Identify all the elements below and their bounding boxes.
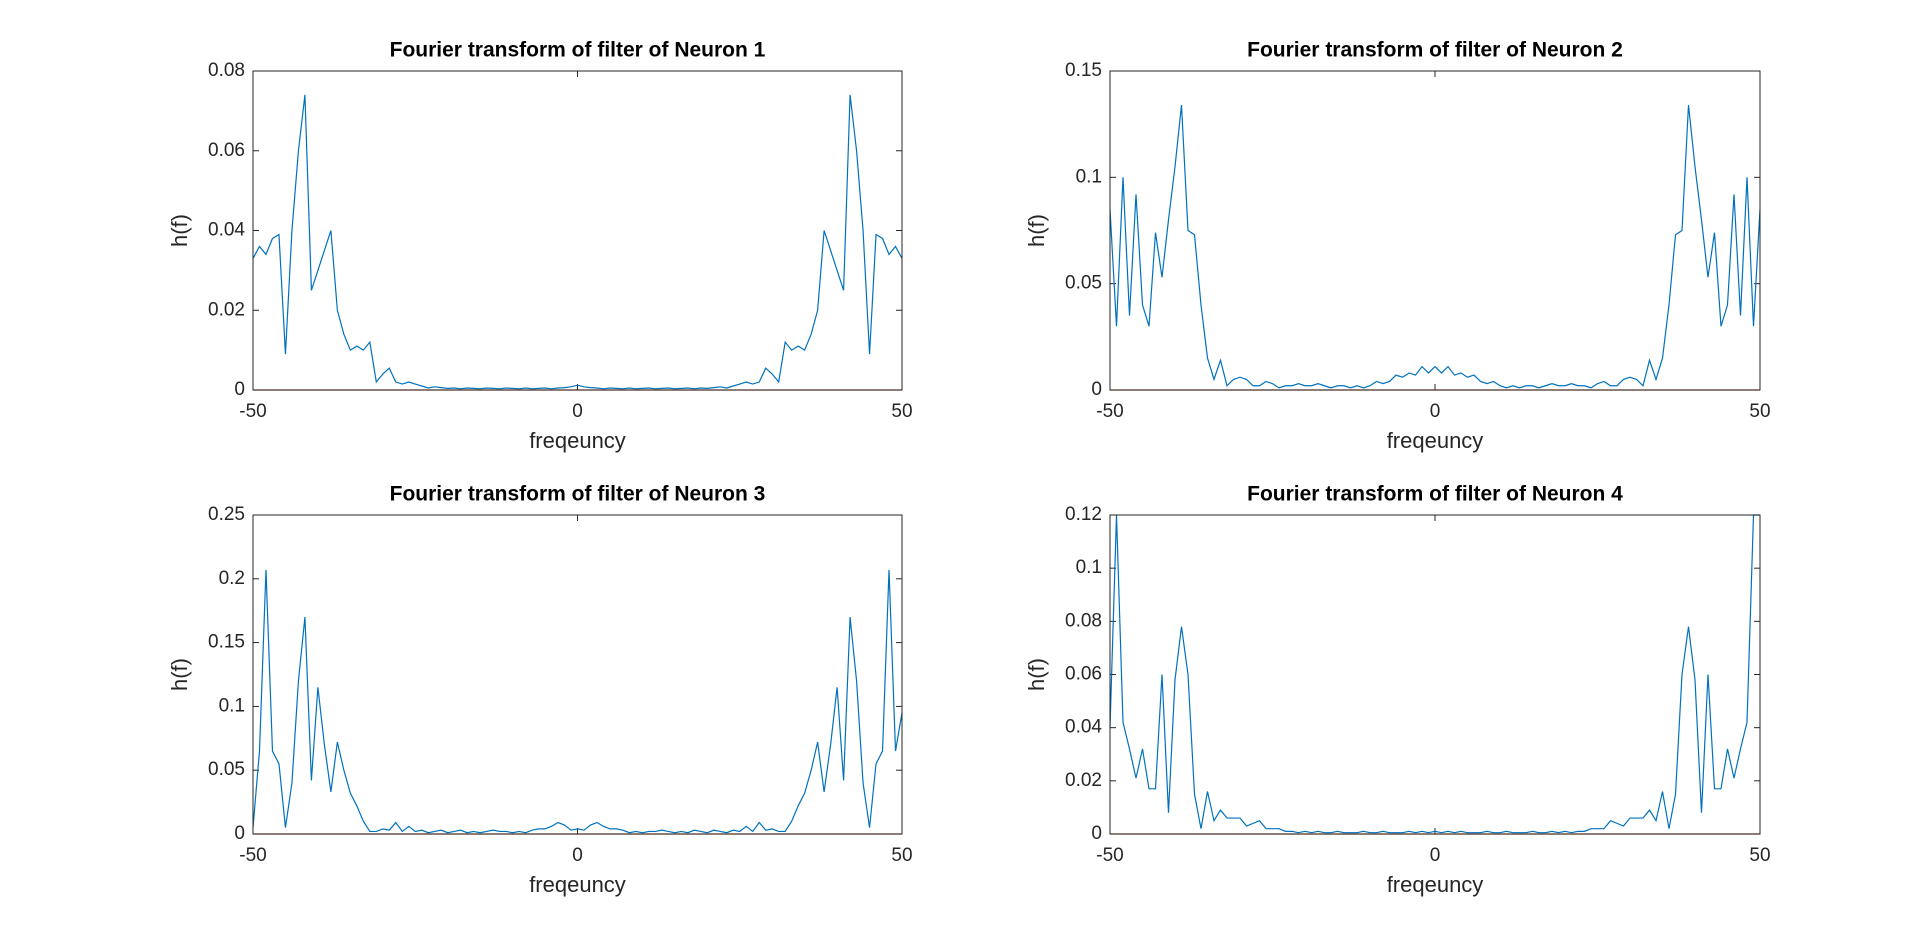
subplot-title: Fourier transform of filter of Neuron 1 <box>390 39 766 62</box>
y-tick-label: 0.1 <box>1076 557 1102 578</box>
axes-box <box>1109 70 1761 391</box>
y-tick-label: 0.06 <box>208 140 245 161</box>
axes-box <box>252 514 903 835</box>
axes-box <box>252 70 903 391</box>
y-tick-label: 0.04 <box>1065 717 1102 738</box>
y-tick-label: 0 <box>234 823 245 844</box>
y-tick-label: 0.12 <box>1065 504 1102 525</box>
y-tick-label: 0.04 <box>208 220 245 241</box>
axes-background <box>253 71 902 390</box>
y-tick-label: 0 <box>234 379 245 400</box>
y-tick-label: 0 <box>1091 823 1102 844</box>
x-tick-label: 0 <box>1430 401 1441 422</box>
y-axis-label: h(f) <box>1024 658 1049 691</box>
x-tick-label: -50 <box>1096 401 1123 422</box>
y-tick-label: 0.08 <box>208 60 245 81</box>
data-line <box>1109 104 1761 389</box>
y-tick-label: 0.02 <box>208 299 245 320</box>
x-axis-label: freqeuncy <box>529 872 626 897</box>
x-tick-label: 50 <box>891 401 912 422</box>
y-axis-label: h(f) <box>167 658 192 691</box>
x-tick-label: 0 <box>572 845 583 866</box>
y-axis-label: h(f) <box>167 214 192 247</box>
x-axis-label: freqeuncy <box>529 428 626 453</box>
axes-background <box>1110 71 1760 390</box>
y-tick-label: 0 <box>1091 379 1102 400</box>
x-tick-label: -50 <box>239 401 266 422</box>
y-tick-label: 0.05 <box>208 759 245 780</box>
axes-background <box>1110 515 1760 834</box>
y-axis-label: h(f) <box>1024 214 1049 247</box>
x-tick-label: -50 <box>1096 845 1123 866</box>
x-axis-label: freqeuncy <box>1387 428 1484 453</box>
subplot-title: Fourier transform of filter of Neuron 2 <box>1247 39 1623 62</box>
y-tick-label: 0.15 <box>1065 60 1102 81</box>
y-tick-label: 0.2 <box>219 568 245 589</box>
y-tick-label: 0.1 <box>1076 166 1102 187</box>
x-tick-label: 50 <box>891 845 912 866</box>
x-tick-label: 50 <box>1749 845 1770 866</box>
subplot-title: Fourier transform of filter of Neuron 4 <box>1247 483 1623 506</box>
y-tick-label: 0.02 <box>1065 770 1102 791</box>
y-tick-label: 0.06 <box>1065 664 1102 685</box>
x-tick-label: 0 <box>572 401 583 422</box>
axes-box <box>1109 514 1761 835</box>
data-line <box>252 94 903 390</box>
y-tick-label: 0.05 <box>1065 273 1102 294</box>
y-tick-label: 0.25 <box>208 504 245 525</box>
axes-background <box>253 515 902 834</box>
x-tick-label: -50 <box>239 845 266 866</box>
y-tick-label: 0.15 <box>208 632 245 653</box>
y-tick-label: 0.1 <box>219 695 245 716</box>
x-axis-label: freqeuncy <box>1387 872 1484 897</box>
data-line <box>252 569 903 834</box>
subplot-title: Fourier transform of filter of Neuron 3 <box>390 483 766 506</box>
y-tick-label: 0.08 <box>1065 610 1102 631</box>
x-tick-label: 50 <box>1749 401 1770 422</box>
data-line <box>1109 514 1760 834</box>
x-tick-label: 0 <box>1430 845 1441 866</box>
